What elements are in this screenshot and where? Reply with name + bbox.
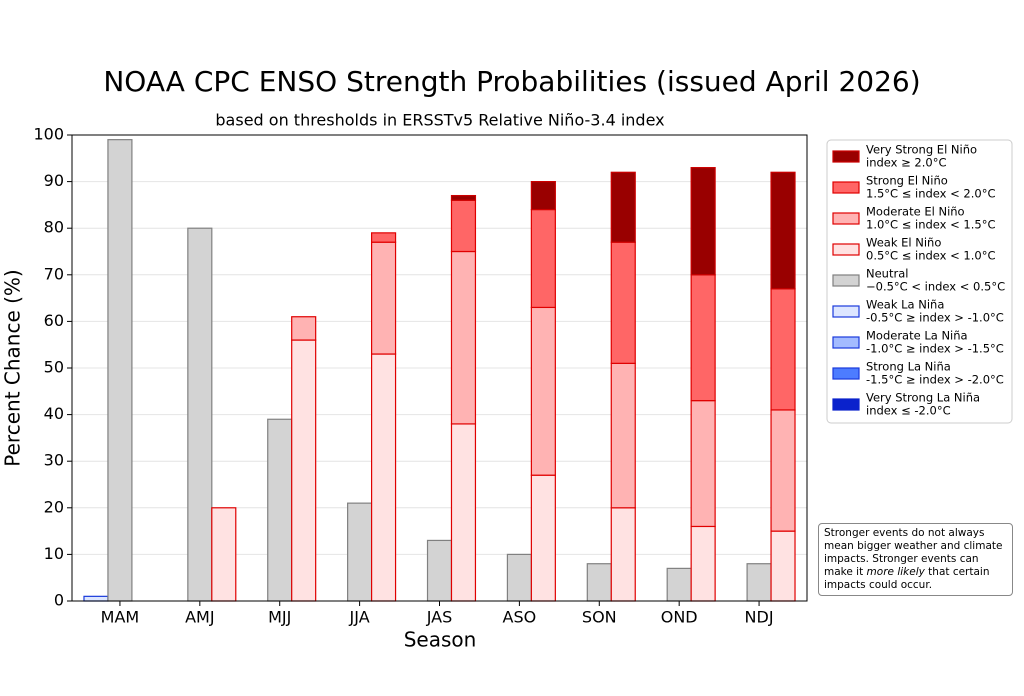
legend-threshold: -1.0°C ≥ index > -1.5°C	[866, 342, 1004, 356]
legend-threshold: index ≤ -2.0°C	[866, 404, 951, 418]
x-tick-label: OND	[661, 608, 698, 627]
legend-threshold: −0.5°C < index < 0.5°C	[866, 280, 1005, 294]
bar-segment	[586, 563, 612, 602]
bar-segment	[530, 181, 556, 211]
y-tick-label: 20	[44, 497, 64, 516]
legend-label: Weak La Niña	[866, 298, 944, 312]
note: Stronger events do not always mean bigge…	[818, 523, 1013, 596]
bar-segment	[690, 525, 716, 602]
bar-segment	[347, 502, 373, 602]
legend-swatch	[832, 243, 860, 256]
y-tick-label: 60	[44, 311, 64, 330]
legend-swatch	[832, 305, 860, 318]
x-tick-label: JAS	[426, 608, 453, 627]
legend-swatch	[832, 398, 860, 411]
x-tick-label: ASO	[503, 608, 537, 627]
legend-swatch	[832, 150, 860, 163]
bar-segment	[107, 139, 133, 602]
y-tick-label: 50	[44, 358, 64, 377]
legend-label: Moderate El Niño	[866, 205, 965, 219]
bar-segment	[530, 306, 556, 476]
bar-segment	[690, 274, 716, 402]
legend-threshold: -1.5°C ≥ index > -2.0°C	[866, 373, 1004, 387]
chart-title: NOAA CPC ENSO Strength Probabilities (is…	[103, 65, 920, 98]
y-tick-label: 30	[44, 451, 64, 470]
bar-segment	[450, 250, 477, 425]
bar-segment	[506, 553, 532, 602]
legend-threshold: 0.5°C ≤ index < 1.0°C	[866, 249, 996, 263]
plot-frame	[71, 134, 808, 602]
legend-label: Neutral	[866, 267, 908, 281]
bar-segment	[267, 418, 293, 602]
legend-label: Very Strong El Niño	[866, 143, 977, 157]
bar-segment	[187, 227, 213, 602]
legend-label: Strong La Niña	[866, 360, 951, 374]
y-tick-label: 70	[44, 264, 64, 283]
bar-segment	[530, 208, 556, 309]
bar-segment	[83, 595, 109, 602]
bar-segment	[610, 362, 636, 509]
x-tick-label: SON	[582, 608, 617, 627]
bar-segment	[770, 171, 796, 290]
legend-swatch	[832, 274, 860, 287]
bar-segment	[291, 339, 317, 602]
bar-segment	[530, 474, 556, 602]
x-tick-label: NDJ	[745, 608, 774, 627]
bar-segment	[450, 194, 477, 201]
bar-segment	[291, 316, 317, 341]
legend-frame	[826, 139, 1013, 424]
bar-segment	[426, 539, 453, 602]
legend-label: Strong El Niño	[866, 174, 948, 188]
y-tick-label: 40	[44, 404, 64, 423]
legend-swatch	[832, 367, 860, 380]
bar-segment	[450, 423, 477, 602]
x-tick-label: MJJ	[268, 608, 291, 627]
bar-segment	[746, 563, 772, 602]
bar-segment	[770, 409, 796, 532]
legend-label: Moderate La Niña	[866, 329, 968, 343]
bar-segment	[690, 167, 716, 276]
bar-segment	[370, 241, 397, 355]
x-axis-label: Season	[404, 628, 477, 652]
bar-segment	[610, 171, 636, 243]
legend-threshold: 1.5°C ≤ index < 2.0°C	[866, 187, 996, 201]
legend-label: Weak El Niño	[866, 236, 941, 250]
note-text: that certain impacts could occur.	[824, 566, 990, 591]
y-tick-label: 10	[44, 544, 64, 563]
y-tick-label: 80	[44, 218, 64, 237]
y-tick-label: 90	[44, 171, 64, 190]
bar-segment	[770, 530, 796, 602]
bar-segment	[211, 507, 237, 602]
x-tick-label: MAM	[101, 608, 140, 627]
y-axis-label: Percent Chance (%)	[1, 269, 25, 466]
bar-segment	[610, 507, 636, 602]
legend-threshold: -0.5°C ≥ index > -1.0°C	[866, 311, 1004, 325]
legend-threshold: 1.0°C ≤ index < 1.5°C	[866, 218, 996, 232]
legend-swatch	[832, 181, 860, 194]
bar-segment	[666, 567, 692, 602]
chart-subtitle: based on thresholds in ERSSTv5 Relative …	[215, 111, 664, 130]
bar-segment	[370, 353, 397, 602]
legend-threshold: index ≥ 2.0°C	[866, 156, 946, 170]
bar-segment	[370, 232, 397, 243]
bar-segment	[450, 199, 477, 253]
x-tick-label: AMJ	[185, 608, 214, 627]
bar-segment	[690, 400, 716, 528]
legend-label: Very Strong La Niña	[866, 391, 980, 405]
note-text: Stronger events do not always mean bigge…	[824, 527, 1003, 578]
y-tick-label: 0	[54, 591, 64, 610]
bar-segment	[770, 288, 796, 411]
note-emphasis: more likely	[866, 566, 925, 578]
legend-swatch	[832, 336, 860, 349]
bar-segment	[610, 241, 636, 364]
y-tick-label: 100	[33, 125, 64, 144]
x-tick-label: JJA	[349, 608, 370, 627]
legend-swatch	[832, 212, 860, 225]
